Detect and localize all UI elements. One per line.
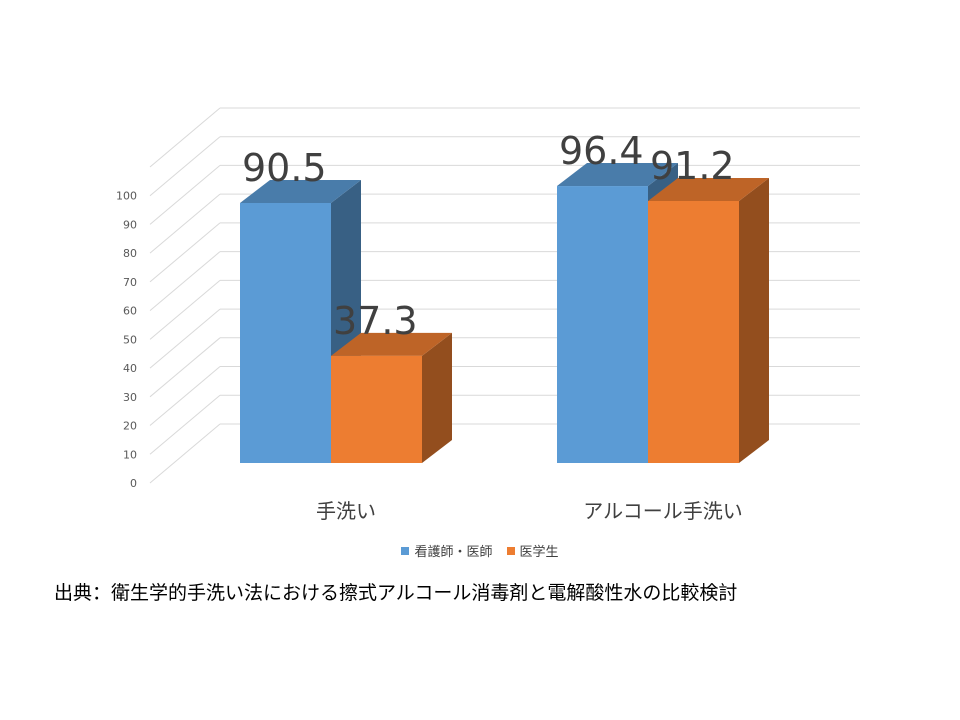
- gridline-side: [149, 279, 221, 340]
- gridline-side: [149, 394, 221, 455]
- bar: [648, 200, 739, 463]
- bar: [240, 202, 331, 463]
- bar-side: [739, 177, 769, 463]
- bar-top: [648, 177, 769, 201]
- gridline-side: [149, 136, 221, 197]
- gridline-side: [149, 337, 221, 398]
- legend-swatch-nurse-doctor: [401, 546, 410, 555]
- legend-label-medical-student: 医学生: [519, 545, 559, 560]
- gridline-side: [149, 366, 221, 426]
- y-tick-label: 10: [123, 448, 137, 461]
- bar-top: [240, 179, 361, 203]
- gridline-side: [149, 165, 221, 225]
- y-tick-label: 60: [123, 305, 137, 318]
- bar-top: [331, 332, 452, 356]
- data-label: 96.4: [559, 129, 644, 173]
- gridline-side: [149, 251, 221, 312]
- y-tick-label: 20: [123, 420, 137, 433]
- data-label: 37.3: [333, 299, 418, 343]
- legend-label-nurse-doctor: 看護師・医師: [414, 545, 493, 560]
- gridline-side: [149, 193, 221, 254]
- legend-swatch-medical-student: [506, 546, 515, 555]
- bar: [331, 355, 422, 463]
- category-label: アルコール手洗い: [583, 499, 742, 523]
- y-tick-label: 30: [123, 391, 137, 404]
- y-tick-label: 80: [123, 247, 137, 260]
- gridline-side: [149, 423, 221, 484]
- gridline-side: [149, 308, 221, 369]
- source-caption: 出典：衛生学的手洗い法における擦式アルコール消毒剤と電解酸性水の比較検討: [54, 582, 738, 604]
- gridline-side: [149, 107, 221, 168]
- y-tick-label: 90: [123, 218, 137, 231]
- category-label: 手洗い: [316, 499, 376, 523]
- y-tick-label: 40: [123, 362, 137, 375]
- data-label: 90.5: [242, 146, 327, 190]
- bar: [557, 186, 648, 464]
- bar-top: [557, 163, 678, 187]
- data-label: 91.2: [650, 144, 735, 188]
- y-tick-label: 0: [130, 477, 137, 490]
- legend-item-nurse-doctor: 看護師・医師: [401, 541, 493, 560]
- gridline-side: [149, 222, 221, 283]
- y-tick-label: 50: [123, 333, 137, 346]
- legend: 看護師・医師 医学生: [0, 541, 960, 560]
- legend-item-medical-student: 医学生: [506, 541, 559, 560]
- y-tick-label: 100: [116, 190, 137, 203]
- y-tick-label: 70: [123, 276, 137, 289]
- bar-side: [422, 332, 452, 463]
